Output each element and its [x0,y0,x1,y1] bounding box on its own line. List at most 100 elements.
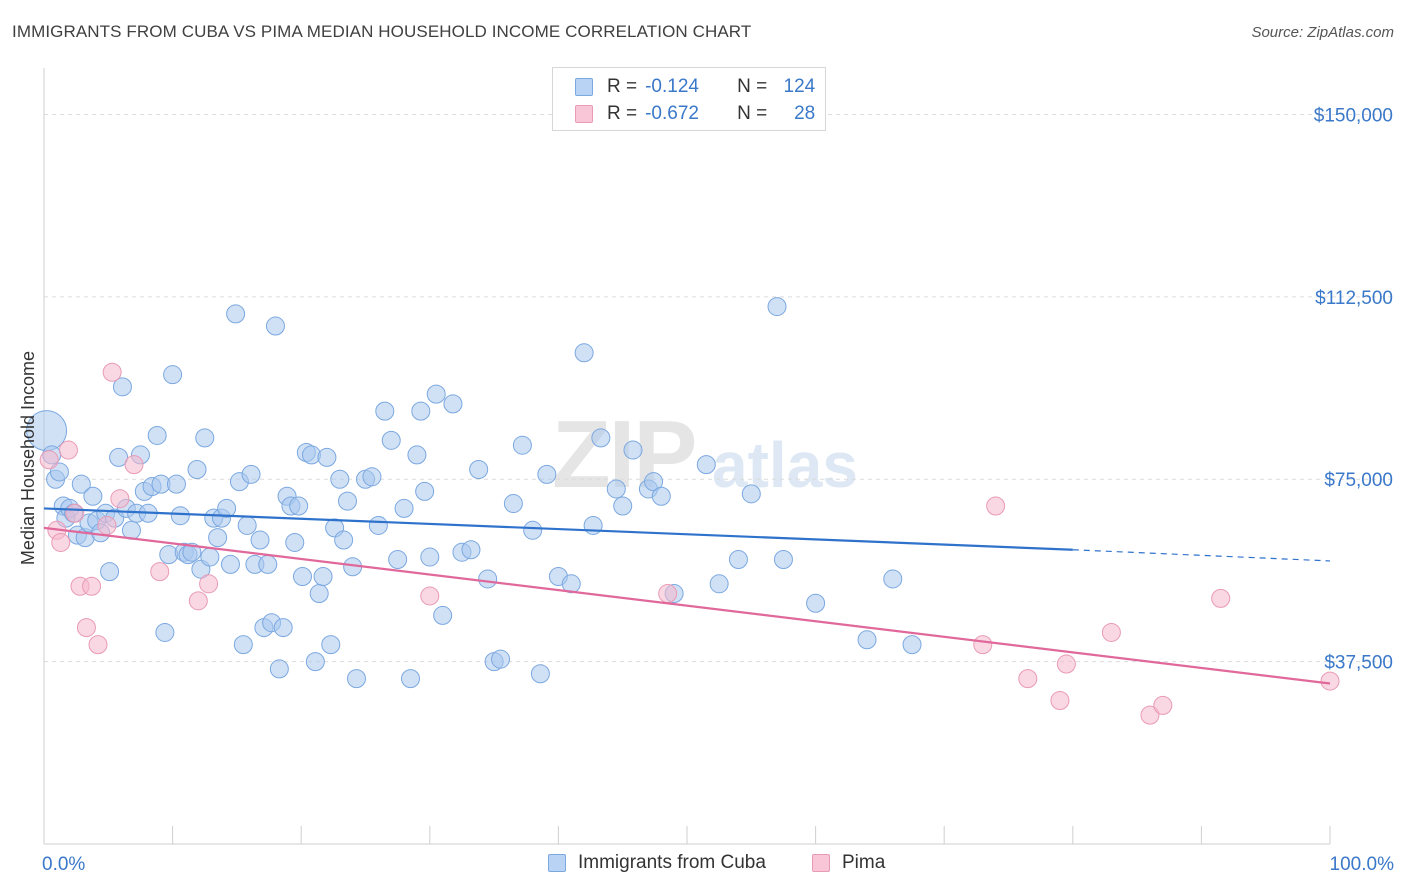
tick-labels: $37,500 $75,000 $112,500 $150,000 0.0% 100.0% [42,105,1394,875]
pima-point [1153,695,1173,715]
cuba-point [591,428,611,448]
series-pima [39,362,1340,725]
axes [43,68,1331,845]
cuba-point [208,528,228,548]
cuba-point [334,530,354,550]
pima-point [1211,588,1231,608]
cuba-point [155,622,175,642]
cuba-point [469,460,489,480]
cuba-point [420,547,440,567]
y-axis-label: Median Household Income [18,351,38,565]
cuba-point [163,365,183,385]
pima-point [188,591,208,611]
pima-point [1140,705,1160,725]
cuba-point [415,481,435,501]
cuba-point [166,474,186,494]
pima-point [58,440,78,460]
cuba-point [491,649,511,669]
series-immigrants-from-cuba [26,297,922,689]
cuba-point [265,316,285,336]
cuba-point [741,484,761,504]
cuba-point [368,515,388,535]
cuba-point [305,652,325,672]
cuba-point [317,447,337,467]
cuba-point [883,569,903,589]
cuba-point [187,460,207,480]
cuba-point [388,549,408,569]
cuba-point [523,520,543,540]
cuba-point [269,659,289,679]
cuba-point [83,486,103,506]
pima-point [110,489,130,509]
cuba-point [767,297,787,317]
pima-point [102,362,122,382]
y-tick-label: $150,000 [1314,105,1393,126]
cuba-point [237,515,257,535]
cuba-point [200,547,220,567]
cuba-point [613,496,633,516]
legend-swatch-cuba [575,78,593,96]
cuba-point [503,494,523,514]
cuba-point [857,630,877,650]
cuba-point [401,669,421,689]
cuba-point [289,496,309,516]
cuba-point [443,394,463,414]
cuba-point [902,635,922,655]
legend-label-cuba: Immigrants from Cuba [578,852,766,873]
cuba-point [313,567,333,587]
pima-trend-line [43,526,1331,685]
cuba-point [381,430,401,450]
n-value-pima: 28 [794,103,816,124]
cuba-point [195,428,215,448]
x-tick-label-left: 0.0% [42,854,85,875]
cuba-point [709,574,729,594]
cuba-point [433,605,453,625]
cuba-point [574,343,594,363]
n-value-cuba: 124 [783,76,816,97]
correlation-legend: R = -0.124 N = 124 R = -0.672 N = 28 [552,67,826,131]
pima-point [65,503,85,523]
cuba-point [337,491,357,511]
pima-point [76,618,96,638]
pima-point [97,515,117,535]
legend-item-pima[interactable]: Pima [812,852,885,874]
pima-point [658,584,678,604]
cuba-point [606,479,626,499]
watermark-atlas: atlas [712,429,858,501]
source-label: Source: ZipAtlas.com [1251,24,1394,41]
cuba-point [696,455,716,475]
x-tick-label-right: 100.0% [1330,854,1395,875]
legend-item-cuba[interactable]: Immigrants from Cuba [548,852,766,874]
pima-point [973,635,993,655]
cuba-point [250,530,270,550]
cuba-point [644,472,664,492]
pima-point [1056,654,1076,674]
cuba-point [411,401,431,421]
pima-point [51,532,71,552]
r-label: R = [607,103,638,124]
cuba-point [407,445,427,465]
r-label: R = [607,76,638,97]
cuba-point [217,498,237,518]
cuba-point [461,540,481,560]
y-tick-label: $112,500 [1315,288,1393,309]
n-label: N = [737,103,768,124]
cuba-point [182,542,202,562]
r-value-pima: -0.672 [645,103,699,124]
chart-title: IMMIGRANTS FROM CUBA VS PIMA MEDIAN HOUS… [12,22,752,41]
cuba-point [537,464,557,484]
series-legend: Immigrants from Cuba Pima [0,852,1406,878]
cuba-trend-extension [1072,549,1331,562]
pima-point [39,450,59,470]
cuba-point [100,562,120,582]
cuba-point [285,532,305,552]
legend-swatch-pima [575,105,593,123]
pima-point [88,635,108,655]
cuba-point [273,618,293,638]
pima-point [199,574,219,594]
pima-point [1018,669,1038,689]
y-tick-label: $75,000 [1324,470,1393,491]
cuba-point [651,486,671,506]
cuba-point [362,467,382,487]
cuba-point [241,464,261,484]
